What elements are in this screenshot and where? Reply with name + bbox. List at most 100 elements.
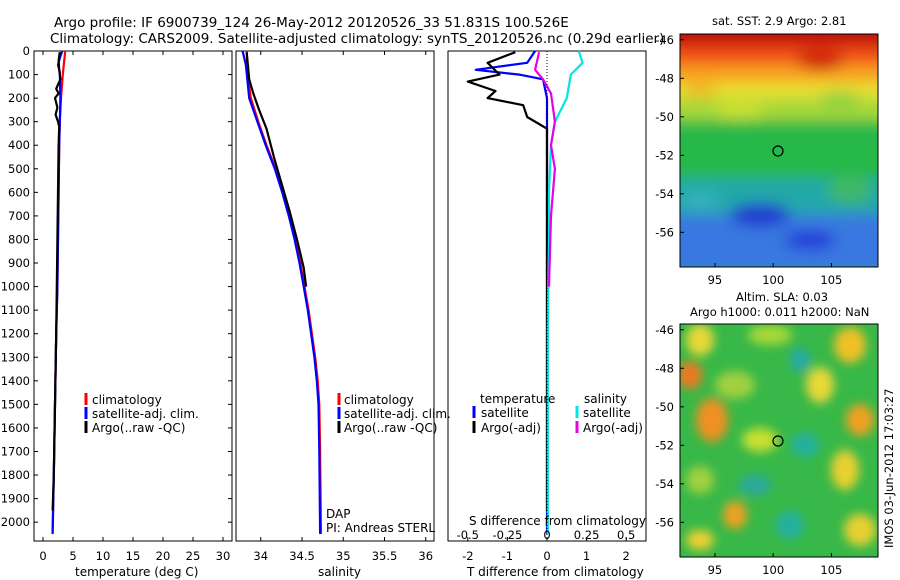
legend-label-t-argo: Argo(-adj) xyxy=(481,421,541,435)
x-tick-label: 10 xyxy=(96,549,111,563)
sst-map-axes: 95 100 105 -46 -48 -50 -52 -54 -56 xyxy=(655,33,842,287)
map-y-tick-label: -46 xyxy=(655,33,674,47)
legend-label-s-argo: Argo(-adj) xyxy=(583,421,643,435)
sla-map-title-line-2: Argo h1000: 0.011 h2000: NaN xyxy=(690,305,869,319)
depth-tick-label: 900 xyxy=(8,256,30,270)
map-y-tick-label: -56 xyxy=(655,515,674,529)
sst-map-frame xyxy=(679,33,879,268)
map-x-tick-label: 100 xyxy=(762,273,784,287)
x-tick-label: 35.5 xyxy=(372,549,398,563)
depth-tick-label: 1500 xyxy=(1,397,30,411)
x-tick-label: 2 xyxy=(623,549,630,563)
s-tick-label: 0 xyxy=(543,528,550,542)
map-x-tick-label: 105 xyxy=(820,273,842,287)
salinity-chart: 34 34.5 35 35.5 36 xyxy=(241,50,433,563)
series-line-s-argo-adj- xyxy=(533,51,557,287)
depth-tick-label: 500 xyxy=(8,162,30,176)
map-y-tick-label: -50 xyxy=(655,400,674,414)
x-tick-label: 25 xyxy=(186,549,201,563)
x-tick-label: -1 xyxy=(502,549,513,563)
depth-tick-label: 0 xyxy=(23,44,30,58)
depth-tick-label: 1700 xyxy=(1,444,30,458)
legend-label-argo: Argo(..raw -QC) xyxy=(92,421,185,435)
temperature-legend: climatology satellite-adj. clim. Argo(..… xyxy=(84,393,199,435)
map-y-tick-label: -52 xyxy=(655,148,674,162)
legend-label-climatology: climatology xyxy=(344,393,414,407)
depth-tick-label: 1600 xyxy=(1,421,30,435)
depth-axis: 0 100 200 300 400 500 600 700 800 900 1000 1100 1200… xyxy=(1,44,232,529)
s-difference-axis-label: S difference from climatology xyxy=(469,514,646,528)
sst-argo-position-marker xyxy=(772,145,784,157)
depth-tick-label: 300 xyxy=(8,115,30,129)
temperature-chart: 0 5 10 15 20 25 30 xyxy=(39,50,231,563)
data-centre-label: DAP xyxy=(326,507,350,521)
title-line-2: Climatology: CARS2009. Satellite-adjuste… xyxy=(50,31,664,47)
series-line-argo-raw-qc- xyxy=(245,52,308,287)
salinity-axis-label: salinity xyxy=(318,565,361,579)
series-line-satellite-adj-clim- xyxy=(241,50,322,534)
sst-map-title: sat. SST: 2.9 Argo: 2.81 xyxy=(712,14,847,28)
series-line-argo-raw-qc- xyxy=(51,52,62,511)
s-tick-label: 0.25 xyxy=(574,528,600,542)
depth-tick-label: 1400 xyxy=(1,374,30,388)
t-difference-axis-label: T difference from climatology xyxy=(466,565,644,579)
map-y-tick-label: -54 xyxy=(655,477,674,491)
sla-argo-position-marker xyxy=(772,435,784,447)
title-line-1: Argo profile: IF 6900739_124 26-May-2012… xyxy=(54,15,569,31)
legend-title-salinity: salinity xyxy=(584,392,627,406)
x-tick-label: 15 xyxy=(126,549,141,563)
x-tick-label: 34.5 xyxy=(289,549,315,563)
x-tick-label: 30 xyxy=(216,549,231,563)
temperature-axis-label: temperature (deg C) xyxy=(75,565,198,579)
temperature-panel-frame xyxy=(33,50,233,542)
map-y-tick-label: -50 xyxy=(655,110,674,124)
sla-map-frame xyxy=(679,323,879,558)
depth-tick-label: 400 xyxy=(8,138,30,152)
depth-tick-label: 800 xyxy=(8,232,30,246)
depth-tick-label: 1800 xyxy=(1,468,30,482)
map-x-tick-label: 100 xyxy=(762,563,784,577)
s-tick-label: 0.5 xyxy=(617,528,635,542)
map-y-tick-label: -46 xyxy=(655,323,674,337)
depth-tick-label: 1100 xyxy=(1,303,30,317)
legend-label-s-satellite: satellite xyxy=(583,406,631,420)
map-x-tick-label: 95 xyxy=(708,273,723,287)
depth-tick-label: 700 xyxy=(8,209,30,223)
difference-chart: -2 -1 0 1 2 -0.5 -0.25 0 0.25 0.5 xyxy=(457,50,635,563)
x-tick-label: 34 xyxy=(253,549,268,563)
sla-map-axes: 95 100 105 -46 -48 -50 -52 -54 -56 xyxy=(655,323,842,577)
depth-tick-label: 1300 xyxy=(1,350,30,364)
x-tick-label: 0 xyxy=(543,549,550,563)
legend-label-argo: Argo(..raw -QC) xyxy=(344,421,437,435)
imos-timestamp: IMOS 03-Jun-2012 17:03:27 xyxy=(882,389,896,548)
depth-tick-label: 1900 xyxy=(1,492,30,506)
map-x-tick-label: 95 xyxy=(708,563,723,577)
map-y-tick-label: -54 xyxy=(655,187,674,201)
x-tick-label: 1 xyxy=(583,549,590,563)
difference-legend: temperature salinity satellite Argo(-adj… xyxy=(472,392,643,435)
depth-tick-label: 100 xyxy=(8,68,30,82)
map-y-tick-label: -56 xyxy=(655,225,674,239)
series-line-t-argo-adj- xyxy=(466,51,549,511)
x-tick-label: 5 xyxy=(69,549,76,563)
x-tick-label: 36 xyxy=(418,549,433,563)
depth-tick-label: 200 xyxy=(8,91,30,105)
legend-label-satellite-adj: satellite-adj. clim. xyxy=(92,407,199,421)
map-y-tick-label: -48 xyxy=(655,361,674,375)
pi-label: PI: Andreas STERL xyxy=(326,521,435,535)
x-tick-label: 20 xyxy=(156,549,171,563)
sla-map-title-line-1: Altim. SLA: 0.03 xyxy=(736,290,828,304)
x-tick-label: -2 xyxy=(462,549,473,563)
salinity-panel-frame xyxy=(235,50,435,542)
legend-title-temperature: temperature xyxy=(480,392,555,406)
legend-label-t-satellite: satellite xyxy=(481,406,529,420)
legend-label-climatology: climatology xyxy=(92,393,162,407)
sst-map xyxy=(680,34,878,267)
s-tick-label: -0.25 xyxy=(493,528,523,542)
x-tick-label: 35 xyxy=(336,549,351,563)
s-tick-label: -0.5 xyxy=(457,528,479,542)
depth-tick-label: 600 xyxy=(8,185,30,199)
depth-tick-label: 1000 xyxy=(1,280,30,294)
x-tick-label: 0 xyxy=(39,549,46,563)
